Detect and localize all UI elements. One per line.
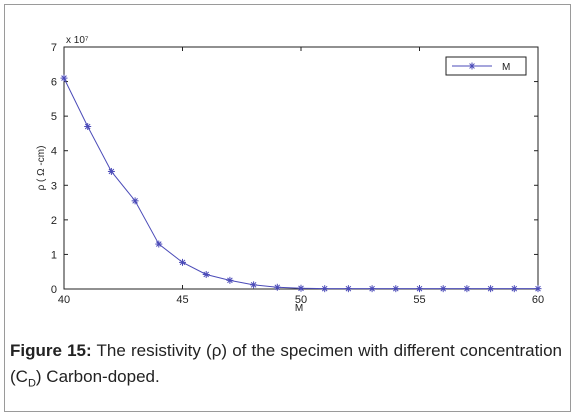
data-point [510, 285, 518, 293]
data-point [416, 285, 423, 293]
y-tick-label: 4 [51, 146, 57, 158]
legend: M [445, 56, 527, 76]
caption-subscript: D [27, 377, 36, 390]
y-axis-label: ρ ( Ω -cm) [36, 146, 47, 191]
y-axis-ticks: 0 1 2 3 4 5 6 7 [51, 42, 538, 296]
data-point [439, 285, 447, 293]
data-point [155, 240, 163, 248]
legend-marker [468, 62, 476, 70]
data-point [60, 74, 68, 82]
data-point [297, 284, 305, 292]
data-point [321, 285, 329, 293]
y-tick-label: 3 [51, 180, 57, 192]
legend-marker-star [468, 62, 476, 70]
data-point [84, 123, 92, 131]
caption-text-end: ) Carbon-doped. [35, 367, 160, 386]
figure-caption: Figure 15: The resistivity (ρ) of the sp… [10, 338, 562, 396]
legend-label: M [502, 62, 510, 73]
caption-text: The resistivity (ρ) of the specimen with… [10, 341, 562, 386]
x-tick-label: 40 [58, 294, 70, 306]
plot-area [63, 46, 539, 290]
data-point [487, 285, 495, 293]
y-tick-label: 0 [51, 284, 57, 296]
y-tick-label: 1 [51, 249, 57, 261]
data-point [107, 167, 115, 175]
y-tick-label: 6 [51, 77, 57, 89]
y-tick-label: 2 [51, 215, 57, 227]
x-axis-label: M [295, 303, 303, 314]
y-tick-label: 7 [51, 42, 57, 54]
x-tick-label: 50 [295, 294, 307, 306]
x-tick-label: 55 [413, 294, 425, 306]
data-point [179, 258, 186, 266]
y-tick-label: 5 [51, 111, 57, 123]
data-point [273, 283, 281, 291]
y-axis-multiplier: x 10⁷ [66, 35, 89, 46]
data-point [463, 285, 471, 293]
data-point [392, 285, 400, 293]
data-point [368, 285, 376, 293]
data-point [250, 281, 258, 289]
x-axis-ticks: 40 45 50 55 60 [58, 47, 544, 306]
x-tick-label: 45 [176, 294, 188, 306]
series-layer [60, 74, 542, 293]
data-point [534, 285, 542, 293]
data-point [131, 197, 139, 205]
data-point [202, 270, 210, 278]
data-point [344, 285, 352, 293]
caption-label: Figure 15: [10, 341, 92, 360]
data-point [226, 276, 234, 284]
x-tick-label: 60 [532, 294, 544, 306]
